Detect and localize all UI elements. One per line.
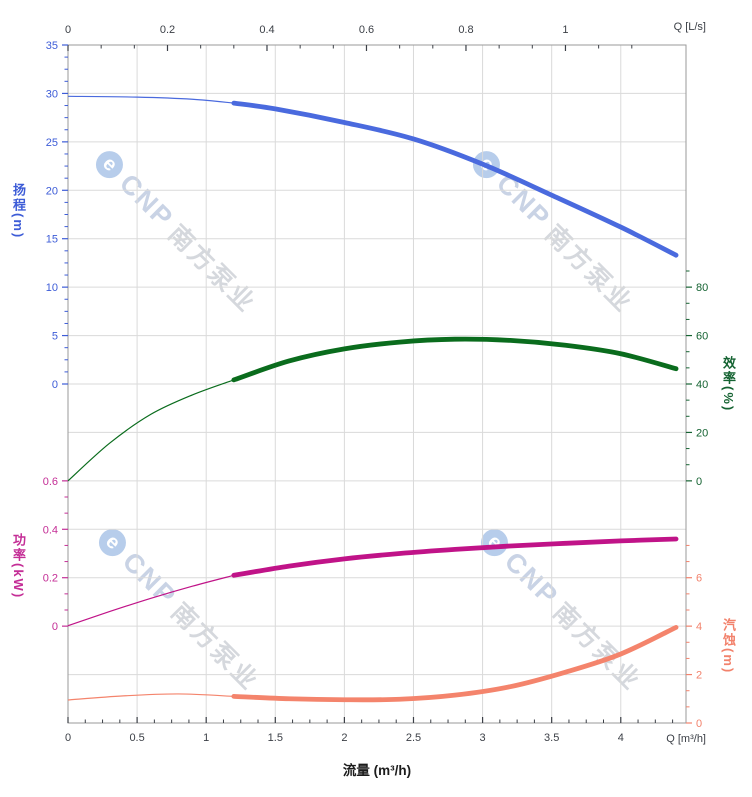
eff-curve-thick [231, 336, 679, 383]
top-axis-unit-label: Q [L/s] [673, 21, 706, 33]
eff-tick-label: 80 [696, 282, 708, 294]
eff-curve [67, 336, 679, 482]
head-curve-thin [67, 95, 234, 104]
grid-lines [68, 45, 686, 723]
efficiency-axis-title: 效率(%) [721, 356, 736, 413]
head-tick-label: 0 [52, 379, 58, 391]
power-curve-thick [231, 536, 679, 578]
head-tick-label: 20 [46, 185, 58, 197]
bottom-tick-label: 2 [341, 732, 347, 744]
bottom-tick-label: 1.5 [268, 732, 283, 744]
eff-tick-label: 20 [696, 427, 708, 439]
head-tick-label: 5 [52, 331, 58, 343]
power-tick-label: 0.2 [43, 573, 58, 585]
npsh-curve-thin [67, 693, 234, 701]
bottom-tick-label: 0.5 [129, 732, 144, 744]
power-curve [67, 536, 679, 627]
npsh-axis: 0 2 4 6 [686, 544, 702, 730]
top-tick-label: 0.4 [259, 24, 274, 36]
head-axis-title: 扬程(m) [11, 183, 26, 240]
bottom-tick-label: 3 [480, 732, 486, 744]
head-curve [67, 95, 679, 258]
power-tick-label: 0.4 [43, 524, 58, 536]
top-axis: 0 0.2 0.4 0.6 0.8 1 [65, 24, 633, 51]
eff-tick-label: 40 [696, 379, 708, 391]
head-axis: 0 5 10 15 20 25 30 35 [46, 40, 68, 391]
npsh-tick-label: 6 [696, 573, 702, 585]
npsh-curve-thick [231, 624, 679, 703]
top-tick-label: 0.8 [458, 24, 473, 36]
bottom-tick-label: 0 [65, 732, 71, 744]
bottom-axis: 0 0.5 1 1.5 2 2.5 3 3.5 4 [65, 717, 674, 744]
head-tick-label: 25 [46, 137, 58, 149]
top-tick-label: 0 [65, 24, 71, 36]
bottom-axis-unit-label: Q [m³/h] [666, 733, 706, 745]
top-tick-label: 0.2 [160, 24, 175, 36]
bottom-tick-label: 1 [203, 732, 209, 744]
bottom-tick-label: 2.5 [406, 732, 421, 744]
bottom-axis-title: 流量 (m³/h) [342, 763, 412, 778]
bottom-tick-label: 4 [618, 732, 624, 744]
head-tick-label: 15 [46, 234, 58, 246]
eff-tick-label: 0 [696, 476, 702, 488]
top-tick-label: 0.6 [359, 24, 374, 36]
npsh-axis-title: 汽蚀(m) [721, 618, 736, 675]
head-tick-label: 10 [46, 282, 58, 294]
head-curve-thick [231, 100, 679, 258]
power-axis: 0 0.2 0.4 0.6 [43, 476, 68, 633]
bottom-tick-label: 3.5 [544, 732, 559, 744]
head-tick-label: 30 [46, 88, 58, 100]
head-tick-label: 35 [46, 40, 58, 52]
power-curve-thin [67, 574, 234, 627]
power-axis-title: 功率(kW) [11, 533, 26, 600]
npsh-tick-label: 4 [696, 621, 702, 633]
eff-axis: 0 20 40 60 80 [686, 270, 708, 488]
power-tick-label: 0.6 [43, 476, 58, 488]
npsh-tick-label: 2 [696, 670, 702, 682]
power-tick-label: 0 [52, 621, 58, 633]
eff-tick-label: 60 [696, 331, 708, 343]
npsh-tick-label: 0 [696, 718, 702, 730]
eff-curve-thin [67, 379, 235, 482]
npsh-curve [67, 624, 679, 703]
top-tick-label: 1 [562, 24, 568, 36]
